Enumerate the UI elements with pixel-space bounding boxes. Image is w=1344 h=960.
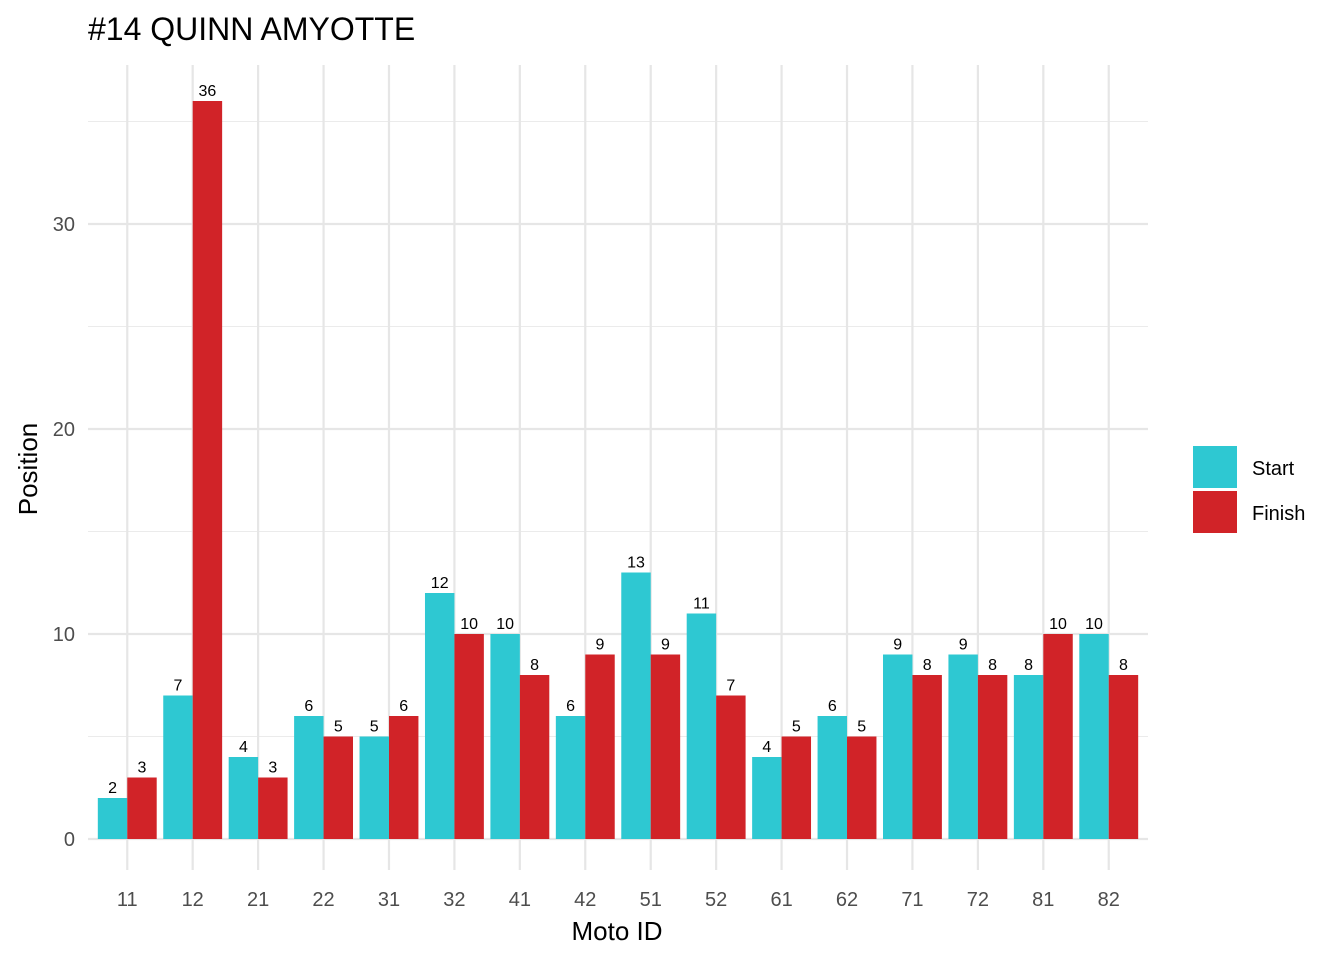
data-label: 9: [959, 637, 968, 654]
x-tick-label: 82: [1098, 889, 1120, 911]
data-label: 13: [627, 555, 645, 572]
data-label: 7: [726, 678, 735, 695]
x-tick-label: 51: [640, 889, 662, 911]
chart-title: #14 QUINN AMYOTTE: [88, 11, 415, 47]
bar-start-82: [1079, 634, 1109, 839]
data-label: 10: [460, 616, 478, 633]
bar-start-62: [817, 716, 848, 839]
bar-finish-52: [716, 695, 746, 839]
data-label: 9: [596, 637, 605, 654]
data-label: 8: [530, 657, 539, 674]
data-label: 5: [370, 719, 379, 736]
bar-start-21: [228, 757, 259, 839]
x-tick-label: 22: [312, 889, 334, 911]
legend: Start Finish: [1193, 446, 1305, 533]
bar-finish-82: [1108, 675, 1139, 839]
data-label: 6: [828, 698, 837, 715]
x-tick-label: 61: [770, 889, 792, 911]
data-label: 6: [566, 698, 575, 715]
bar-finish-11: [127, 777, 157, 839]
bar-finish-51: [650, 654, 681, 839]
bar-finish-81: [1043, 634, 1073, 839]
x-tick-label: 52: [705, 889, 727, 911]
x-tick-label: 21: [247, 889, 269, 911]
labels-layer: 2 7 4 6 5 12 10 6 13 11 4 6 9 9 8 10 3 36 3 5 6 10 8 9 9 7 5 5 8 8 10 8: [108, 83, 1128, 797]
bar-start-11: [97, 798, 128, 839]
bar-start-32: [424, 593, 455, 839]
bar-start-42: [555, 716, 586, 839]
bar-start-41: [490, 634, 520, 839]
x-axis-title: Moto ID: [571, 916, 662, 946]
x-tick-label: 71: [901, 889, 923, 911]
y-tick-label: 30: [53, 214, 75, 236]
data-label: 3: [268, 760, 277, 777]
bar-start-71: [883, 654, 913, 839]
y-axis-title: Position: [13, 423, 43, 516]
x-tick-label: 32: [443, 889, 465, 911]
bar-start-61: [752, 757, 782, 839]
data-label: 36: [199, 83, 217, 100]
y-tick-label: 20: [53, 419, 75, 441]
data-label: 3: [138, 760, 147, 777]
data-label: 5: [857, 719, 866, 736]
bar-start-51: [621, 572, 651, 839]
data-label: 10: [496, 616, 514, 633]
bar-finish-71: [912, 675, 942, 839]
x-tick-label: 42: [574, 889, 596, 911]
data-label: 6: [304, 698, 313, 715]
bar-start-52: [686, 613, 717, 839]
data-label: 8: [1119, 657, 1128, 674]
bar-start-81: [1013, 675, 1044, 839]
x-tick-label: 81: [1032, 889, 1054, 911]
legend-swatch-finish: [1193, 491, 1237, 533]
y-tick-label: 0: [64, 829, 75, 851]
data-label: 9: [893, 637, 902, 654]
y-axis-ticks: 0 10 20 30: [53, 214, 75, 851]
data-label: 8: [923, 657, 932, 674]
y-tick-label: 10: [53, 624, 75, 646]
x-axis-ticks: 11 12 21 22 31 32 41 42 51 52 61 62 71 72 81 82: [117, 889, 1120, 911]
data-label: 5: [792, 719, 801, 736]
data-label: 12: [431, 575, 449, 592]
bar-finish-21: [258, 777, 288, 839]
legend-label-start: Start: [1252, 458, 1295, 480]
x-tick-label: 72: [967, 889, 989, 911]
legend-label-finish: Finish: [1252, 503, 1305, 525]
x-tick-label: 41: [509, 889, 531, 911]
data-label: 7: [174, 678, 183, 695]
data-label: 6: [399, 698, 408, 715]
bar-start-72: [948, 654, 978, 839]
data-label: 5: [334, 719, 343, 736]
bar-finish-41: [519, 675, 550, 839]
data-label: 11: [693, 596, 710, 613]
data-label: 4: [239, 739, 248, 756]
data-label: 2: [108, 780, 117, 797]
x-tick-label: 31: [378, 889, 400, 911]
data-label: 9: [661, 637, 670, 654]
data-label: 8: [988, 657, 997, 674]
x-tick-label: 11: [117, 889, 138, 911]
bar-finish-22: [323, 736, 353, 839]
bar-finish-42: [585, 654, 615, 839]
bars-layer: [97, 101, 1139, 839]
data-label: 10: [1049, 616, 1067, 633]
bar-finish-62: [847, 736, 877, 839]
bar-finish-12: [192, 101, 223, 839]
bar-start-22: [294, 716, 324, 839]
data-label: 4: [762, 739, 771, 756]
bar-finish-61: [781, 736, 812, 839]
x-tick-label: 12: [182, 889, 204, 911]
bar-start-31: [359, 736, 389, 839]
data-label: 10: [1085, 616, 1103, 633]
bar-finish-31: [388, 716, 419, 839]
bar-finish-72: [977, 675, 1008, 839]
legend-swatch-start: [1193, 446, 1237, 488]
bar-finish-32: [454, 634, 484, 839]
bar-start-12: [163, 695, 193, 839]
data-label: 8: [1024, 657, 1033, 674]
x-tick-label: 62: [836, 889, 858, 911]
